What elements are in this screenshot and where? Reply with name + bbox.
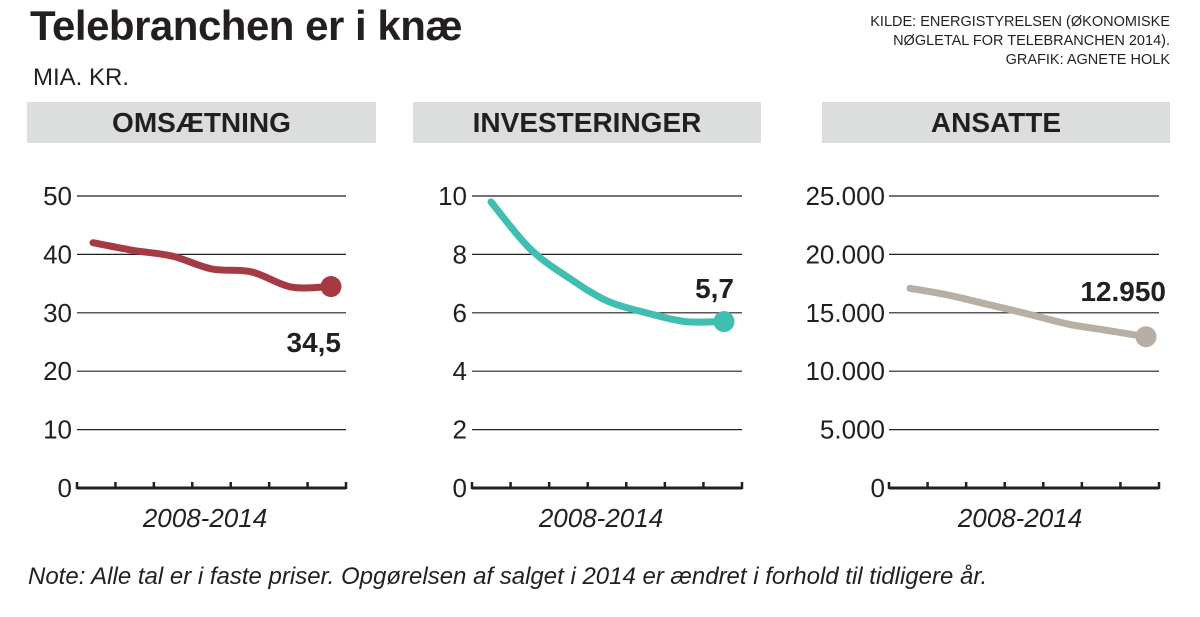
end-value-label: 34,5 xyxy=(287,327,342,358)
panel-title-omsaetning: OMSÆTNING xyxy=(27,102,376,143)
footnote: Note: Alle tal er i faste priser. Opgøre… xyxy=(28,563,988,590)
y-tick-label: 0 xyxy=(453,473,467,503)
y-tick-label: 30 xyxy=(43,298,72,328)
series-line-omsaetning xyxy=(89,239,335,292)
xlabel-omsaetning: 2008-2014 xyxy=(142,503,268,533)
y-tick-label: 25.000 xyxy=(805,181,885,211)
end-value-label: 12.950 xyxy=(1080,276,1166,307)
y-tick-label: 15.000 xyxy=(805,298,885,328)
y-tick-label: 10 xyxy=(438,181,467,211)
y-tick-label: 40 xyxy=(43,239,72,269)
y-tick-label: 10.000 xyxy=(805,356,885,386)
end-point-marker xyxy=(320,276,342,298)
source-credit: KILDE: ENERGISTYRELSEN (ØKONOMISKE NØGLE… xyxy=(870,14,1170,68)
chart-ansatte: 0 5.000 10.000 15.000 20.000 25.000 12.950 xyxy=(805,181,1166,503)
y-tick-label: 4 xyxy=(453,356,467,386)
y-tick-label: 20.000 xyxy=(805,239,885,269)
y-tick-label: 20 xyxy=(43,356,72,386)
y-tick-label: 0 xyxy=(871,473,885,503)
chart-investeringer: 0 2 4 6 8 10 5,7 xyxy=(438,181,744,503)
series-line-investeringer xyxy=(487,198,728,326)
y-tick-label: 10 xyxy=(43,415,72,445)
page-title: Telebranchen er i knæ xyxy=(30,2,463,49)
panel-title-investeringer: INVESTERINGER xyxy=(413,102,761,143)
y-tick-label: 0 xyxy=(58,473,72,503)
unit-label: MIA. KR. xyxy=(33,64,130,91)
end-point-marker xyxy=(1135,326,1157,348)
end-value-label: 5,7 xyxy=(695,273,734,304)
xlabel-ansatte: 2008-2014 xyxy=(957,503,1083,533)
y-tick-label: 6 xyxy=(453,298,467,328)
y-tick-label: 5.000 xyxy=(820,415,885,445)
chart-omsaetning: 0 10 20 30 40 50 34,5 xyxy=(43,181,348,503)
panel-title-ansatte: ANSATTE xyxy=(822,102,1170,143)
y-tick-label: 8 xyxy=(453,239,467,269)
y-tick-label: 2 xyxy=(453,415,467,445)
y-tick-label: 50 xyxy=(43,181,72,211)
xlabel-investeringer: 2008-2014 xyxy=(538,503,664,533)
series-line-ansatte xyxy=(906,284,1150,341)
end-point-marker xyxy=(713,311,735,333)
